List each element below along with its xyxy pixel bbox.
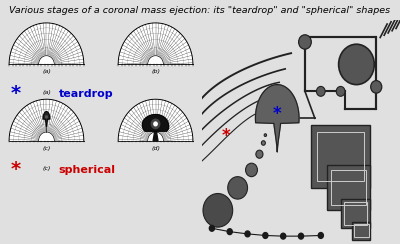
Bar <box>354 224 368 237</box>
Circle shape <box>263 233 268 238</box>
Circle shape <box>316 86 325 96</box>
Polygon shape <box>39 56 54 64</box>
Circle shape <box>318 233 323 238</box>
Circle shape <box>336 86 345 96</box>
Circle shape <box>298 233 304 239</box>
Polygon shape <box>9 99 84 141</box>
Bar <box>344 203 367 225</box>
Circle shape <box>203 193 233 227</box>
Circle shape <box>371 81 382 93</box>
Circle shape <box>245 231 250 237</box>
Circle shape <box>256 150 263 158</box>
Circle shape <box>151 119 160 129</box>
Text: *: * <box>273 105 282 123</box>
Circle shape <box>46 116 47 118</box>
Text: *: * <box>11 160 21 179</box>
Polygon shape <box>118 23 193 64</box>
Text: (c): (c) <box>42 166 51 171</box>
Text: (a): (a) <box>42 69 51 74</box>
Circle shape <box>281 233 286 239</box>
Circle shape <box>209 225 214 231</box>
Bar <box>341 199 370 228</box>
Bar <box>311 125 370 188</box>
Text: *: * <box>11 84 21 103</box>
Polygon shape <box>118 99 193 141</box>
Polygon shape <box>153 131 158 141</box>
Circle shape <box>264 134 266 136</box>
Polygon shape <box>9 23 84 64</box>
Text: (b): (b) <box>151 69 160 74</box>
Polygon shape <box>148 56 163 64</box>
Polygon shape <box>142 115 169 131</box>
Polygon shape <box>39 132 54 141</box>
Text: (a): (a) <box>42 90 51 95</box>
Polygon shape <box>43 112 50 127</box>
Polygon shape <box>256 85 299 152</box>
Bar <box>327 165 370 210</box>
Text: (c): (c) <box>42 146 51 151</box>
Bar <box>352 222 370 240</box>
Bar <box>317 132 364 181</box>
Circle shape <box>228 177 248 199</box>
Circle shape <box>299 35 311 49</box>
Circle shape <box>154 122 157 126</box>
Text: teardrop: teardrop <box>58 89 113 99</box>
Text: (d): (d) <box>151 146 160 151</box>
Circle shape <box>246 163 258 177</box>
Polygon shape <box>148 132 163 141</box>
Text: spherical: spherical <box>58 165 116 175</box>
Bar <box>331 170 366 205</box>
Text: Various stages of a coronal mass ejection: its "teardrop" and "spherical" shapes: Various stages of a coronal mass ejectio… <box>10 6 390 15</box>
Circle shape <box>227 229 232 234</box>
Circle shape <box>262 141 265 145</box>
Text: *: * <box>222 127 230 145</box>
Circle shape <box>339 44 374 85</box>
